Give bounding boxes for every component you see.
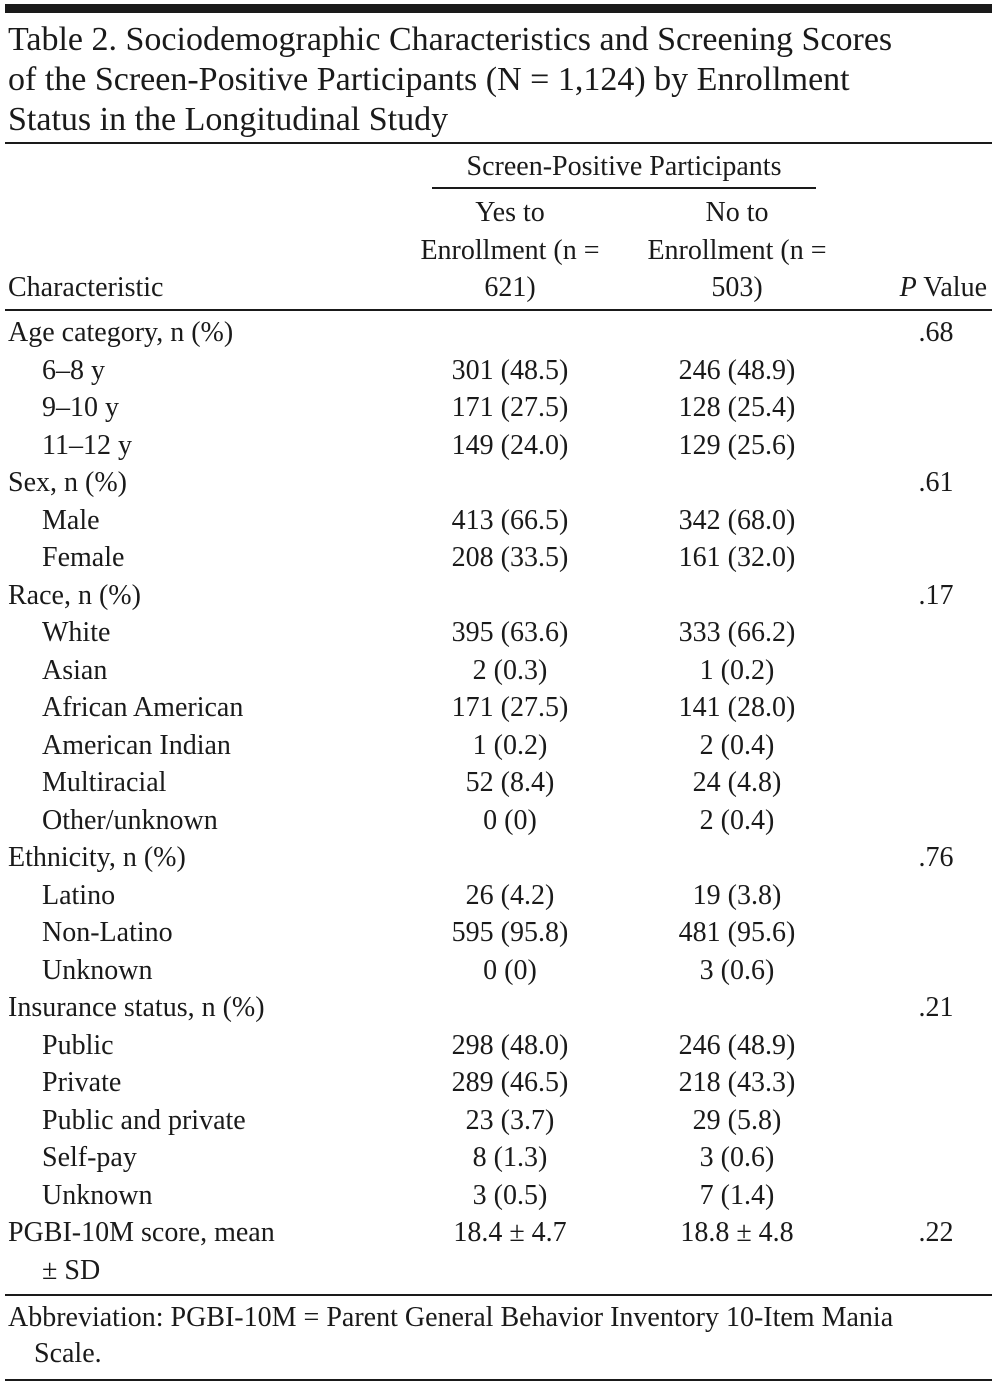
- group-header: Screen-Positive Participants: [466, 151, 782, 182]
- cell: 18.8 ± 4.8: [680, 1217, 794, 1249]
- cell: 246 (48.9): [678, 1029, 796, 1061]
- cell: 171 (27.5): [451, 692, 569, 724]
- p-value: .61: [918, 467, 954, 499]
- cell: 52 (8.4): [465, 767, 555, 799]
- cell: 19 (3.8): [692, 879, 782, 911]
- cell: 1 (0.2): [472, 729, 548, 761]
- section-label: Age category, n (%): [8, 317, 234, 349]
- rule: [5, 1294, 992, 1296]
- cell: 29 (5.8): [692, 1104, 782, 1136]
- top-rule: [5, 4, 992, 13]
- row-label: 6–8 y: [42, 354, 105, 386]
- row-label: Multiracial: [42, 767, 167, 799]
- cell: 18.4 ± 4.7: [453, 1217, 567, 1249]
- section-label: Race, n (%): [8, 579, 141, 611]
- row-label: Public: [42, 1029, 114, 1061]
- cell: 301 (48.5): [451, 354, 569, 386]
- footnote: Abbreviation: PGBI-10M = Parent General …: [8, 1302, 894, 1369]
- cell: 26 (4.2): [465, 879, 555, 911]
- cell: 3 (0.6): [699, 1142, 775, 1174]
- cell: 0 (0): [483, 804, 537, 836]
- section-label: Insurance status, n (%): [8, 992, 265, 1024]
- cell: 129 (25.6): [678, 429, 796, 461]
- rule: [5, 142, 992, 144]
- row-label: PGBI-10M score, mean ± SD: [8, 1217, 275, 1286]
- row-label: 9–10 y: [42, 392, 119, 424]
- row-label: Unknown: [42, 954, 153, 986]
- cell: 128 (25.4): [678, 392, 796, 424]
- row-label: African American: [42, 692, 244, 724]
- cell: 289 (46.5): [451, 1067, 569, 1099]
- cell: 171 (27.5): [451, 392, 569, 424]
- section-label: Sex, n (%): [8, 467, 127, 499]
- column-header: P Value: [899, 272, 987, 303]
- cell: 2 (0.3): [472, 654, 548, 686]
- cell: 8 (1.3): [472, 1142, 548, 1174]
- cell: 298 (48.0): [451, 1029, 569, 1061]
- p-value: .76: [918, 842, 954, 874]
- p-value: .21: [918, 992, 954, 1024]
- column-header: Characteristic: [8, 272, 164, 303]
- cell: 24 (4.8): [692, 767, 782, 799]
- row-label: 11–12 y: [42, 429, 132, 461]
- column-header: Yes to Enrollment (n = 621): [420, 197, 600, 303]
- cell: 481 (95.6): [678, 917, 796, 949]
- cell: 218 (43.3): [678, 1067, 796, 1099]
- row-label: White: [42, 617, 111, 649]
- p-value: .17: [918, 579, 954, 611]
- cell: 395 (63.6): [451, 617, 569, 649]
- cell: 342 (68.0): [678, 504, 796, 536]
- p-value: .22: [918, 1217, 954, 1249]
- row-label: Latino: [42, 879, 116, 911]
- cell: 333 (66.2): [678, 617, 796, 649]
- cell: 2 (0.4): [699, 729, 775, 761]
- cell: 1 (0.2): [699, 654, 775, 686]
- cell: 413 (66.5): [451, 504, 569, 536]
- cell: 149 (24.0): [451, 429, 569, 461]
- row-label: Public and private: [42, 1104, 246, 1136]
- row-label: Asian: [42, 654, 108, 686]
- row-label: Self-pay: [42, 1142, 137, 1174]
- cell: 595 (95.8): [451, 917, 569, 949]
- section-label: Ethnicity, n (%): [8, 842, 186, 874]
- table-title: Table 2. Sociodemographic Characteristic…: [8, 21, 893, 138]
- group-rule: [432, 187, 816, 189]
- row-label: Unknown: [42, 1179, 153, 1211]
- row-label: Female: [42, 542, 125, 574]
- p-value: .68: [918, 317, 954, 349]
- row-label: Private: [42, 1067, 122, 1099]
- cell: 3 (0.6): [699, 954, 775, 986]
- bottom-rule: [5, 1379, 992, 1381]
- cell: 208 (33.5): [451, 542, 569, 574]
- rule: [5, 309, 992, 311]
- cell: 2 (0.4): [699, 804, 775, 836]
- cell: 161 (32.0): [678, 542, 796, 574]
- row-label: Male: [42, 504, 100, 536]
- column-header: No to Enrollment (n = 503): [647, 197, 827, 303]
- cell: 141 (28.0): [678, 692, 796, 724]
- cell: 23 (3.7): [465, 1104, 555, 1136]
- cell: 246 (48.9): [678, 354, 796, 386]
- row-label: Non-Latino: [42, 917, 173, 949]
- cell: 0 (0): [483, 954, 537, 986]
- row-label: American Indian: [42, 729, 231, 761]
- cell: 7 (1.4): [699, 1179, 775, 1211]
- row-label: Other/unknown: [42, 804, 218, 836]
- cell: 3 (0.5): [472, 1179, 548, 1211]
